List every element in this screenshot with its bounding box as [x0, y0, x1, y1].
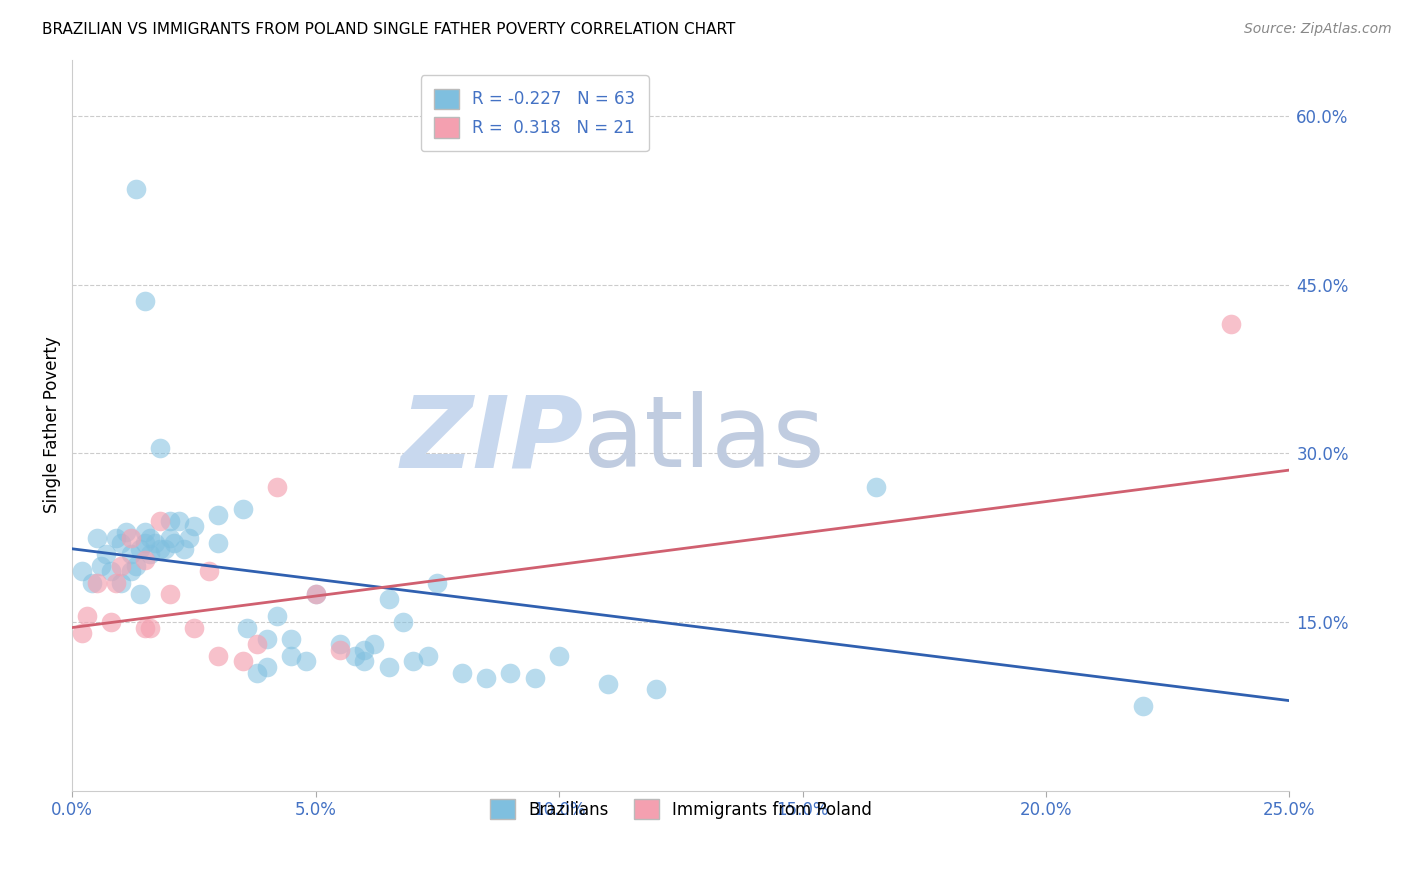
Point [134, 553, 156, 567]
Point [134, 524, 156, 539]
Legend: Brazilians, Immigrants from Poland: Brazilians, Immigrants from Poland [484, 792, 879, 826]
Point [110, 558, 132, 573]
Point [329, 637, 352, 651]
Point [207, 508, 229, 522]
Text: atlas: atlas [583, 392, 825, 488]
Point [246, 665, 269, 680]
Point [207, 648, 229, 663]
Point [86, 531, 108, 545]
Point [153, 541, 176, 556]
Point [163, 536, 186, 550]
Point [256, 660, 278, 674]
Point [402, 654, 425, 668]
Point [134, 294, 156, 309]
Point [149, 541, 172, 556]
Point [70, 564, 93, 578]
Point [105, 575, 128, 590]
Point [183, 519, 205, 533]
Point [280, 632, 302, 646]
Point [70, 626, 93, 640]
Point [392, 615, 415, 629]
Point [134, 621, 156, 635]
Point [232, 502, 254, 516]
Point [499, 665, 522, 680]
Point [232, 654, 254, 668]
Point [596, 677, 619, 691]
Point [183, 621, 205, 635]
Point [426, 575, 449, 590]
Point [177, 531, 200, 545]
Text: Source: ZipAtlas.com: Source: ZipAtlas.com [1244, 22, 1392, 37]
Point [548, 648, 571, 663]
Point [134, 536, 156, 550]
Point [120, 531, 142, 545]
Point [377, 660, 399, 674]
Point [139, 621, 162, 635]
Point [353, 643, 375, 657]
Point [416, 648, 439, 663]
Point [343, 648, 366, 663]
Point [523, 671, 546, 685]
Point [280, 648, 302, 663]
Point [100, 564, 122, 578]
Point [139, 531, 162, 545]
Text: BRAZILIAN VS IMMIGRANTS FROM POLAND SINGLE FATHER POVERTY CORRELATION CHART: BRAZILIAN VS IMMIGRANTS FROM POLAND SING… [42, 22, 735, 37]
Text: ZIP: ZIP [401, 392, 583, 488]
Point [1132, 699, 1154, 714]
Point [246, 637, 269, 651]
Point [86, 575, 108, 590]
Point [76, 609, 98, 624]
Point [173, 541, 195, 556]
Point [100, 615, 122, 629]
Point [159, 531, 181, 545]
Point [96, 548, 118, 562]
Point [197, 564, 219, 578]
Point [450, 665, 472, 680]
Point [90, 558, 112, 573]
Point [475, 671, 498, 685]
Point [129, 587, 152, 601]
Point [143, 536, 166, 550]
Point [105, 531, 128, 545]
Point [149, 441, 172, 455]
Point [124, 182, 146, 196]
Point [149, 514, 172, 528]
Point [256, 632, 278, 646]
Point [114, 524, 136, 539]
Point [129, 541, 152, 556]
Point [305, 587, 328, 601]
Y-axis label: Single Father Poverty: Single Father Poverty [44, 336, 60, 514]
Point [266, 609, 288, 624]
Point [120, 548, 142, 562]
Point [295, 654, 318, 668]
Point [363, 637, 385, 651]
Point [266, 480, 288, 494]
Point [124, 558, 146, 573]
Point [645, 682, 668, 697]
Point [329, 643, 352, 657]
Point [207, 536, 229, 550]
Point [139, 548, 162, 562]
Point [120, 564, 142, 578]
Point [159, 514, 181, 528]
Point [305, 587, 328, 601]
Point [236, 621, 259, 635]
Point [1219, 317, 1241, 331]
Point [865, 480, 887, 494]
Point [169, 514, 191, 528]
Point [353, 654, 375, 668]
Point [80, 575, 103, 590]
Point [110, 575, 132, 590]
Point [159, 587, 181, 601]
Point [110, 536, 132, 550]
Point [377, 592, 399, 607]
